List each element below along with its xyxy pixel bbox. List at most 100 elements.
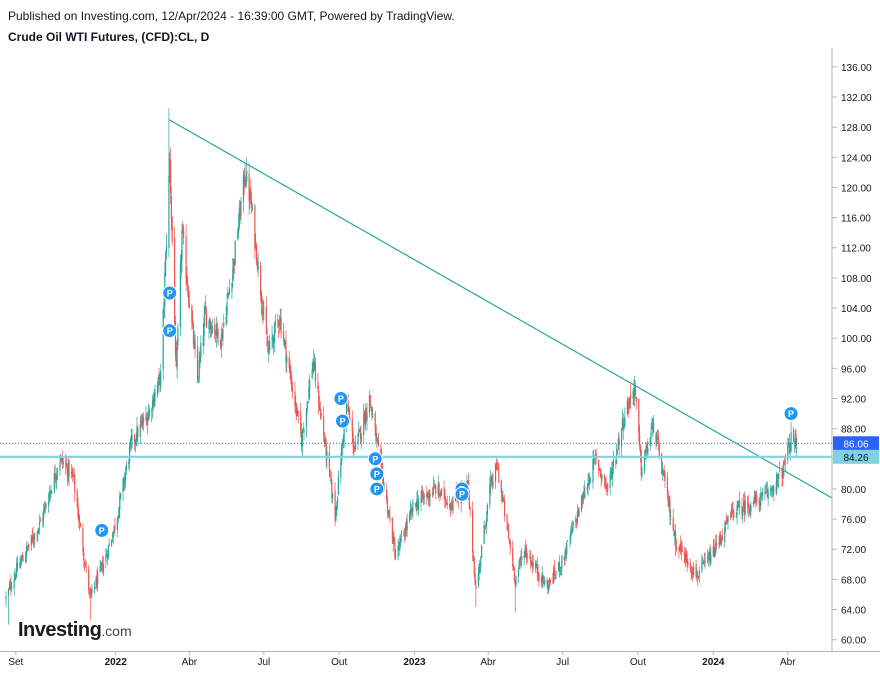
p-marker-label: P xyxy=(338,394,344,404)
candle-body xyxy=(696,575,698,577)
candle-body xyxy=(498,469,500,483)
candle-body xyxy=(789,449,791,453)
candle-body xyxy=(118,507,120,518)
candle-body xyxy=(259,264,262,296)
candle-body xyxy=(491,477,493,484)
candle-body xyxy=(280,316,282,334)
candle-body xyxy=(250,188,252,204)
candle-body xyxy=(778,473,780,480)
candle-body xyxy=(83,562,86,565)
candle-body xyxy=(20,557,23,563)
candle-body xyxy=(145,416,147,420)
candle-body xyxy=(428,496,430,501)
candle-body xyxy=(575,518,577,523)
candle-body xyxy=(661,470,664,473)
candle-body xyxy=(129,440,132,448)
y-tick-label: 92.00 xyxy=(841,394,866,405)
candle-body xyxy=(626,400,628,414)
candle-body xyxy=(34,533,36,540)
candle-body xyxy=(776,474,778,482)
candle-body xyxy=(372,416,374,418)
logo-suffix: .com xyxy=(101,623,132,639)
candle-body xyxy=(643,457,646,472)
y-tick-label: 76.00 xyxy=(841,515,866,526)
candle-body xyxy=(265,306,267,335)
candle-body xyxy=(570,529,572,538)
candle-body xyxy=(202,335,204,347)
candle-body xyxy=(422,491,424,498)
candle-body xyxy=(646,445,648,453)
candle-body xyxy=(621,428,623,447)
candle-body xyxy=(357,434,359,445)
candle-body xyxy=(219,339,222,346)
candle-body xyxy=(349,417,351,421)
candle-body xyxy=(519,559,521,562)
candle-body xyxy=(180,259,182,266)
candle-body xyxy=(421,491,423,497)
candle-body xyxy=(544,580,546,585)
candle-body xyxy=(526,557,529,559)
candle-body xyxy=(440,491,442,496)
candle-body xyxy=(114,524,116,530)
candle-body xyxy=(73,474,75,478)
candle-body xyxy=(318,405,321,411)
candle-body xyxy=(451,505,453,510)
candle-body xyxy=(495,465,497,467)
candle-body xyxy=(55,477,57,479)
candle-body xyxy=(237,234,239,239)
candle-body xyxy=(352,433,354,447)
candle-body xyxy=(68,460,70,477)
candle-body xyxy=(698,571,700,576)
candle-body xyxy=(426,493,428,498)
candle-body xyxy=(675,532,677,548)
candle-body xyxy=(323,416,325,437)
candle-body xyxy=(120,493,122,498)
candle-body xyxy=(403,535,405,537)
candle-body xyxy=(693,566,695,576)
candle-body xyxy=(783,460,785,477)
candle-body xyxy=(61,456,63,460)
candle-body xyxy=(715,543,718,546)
candle-body xyxy=(670,519,672,520)
candle-body xyxy=(630,394,632,399)
candle-body xyxy=(557,562,560,571)
candle-body xyxy=(480,557,482,568)
candle-body xyxy=(278,321,281,325)
candle-body xyxy=(223,322,225,327)
candle-body xyxy=(226,301,228,316)
candle-body xyxy=(165,245,168,255)
candle-body xyxy=(779,470,781,472)
logo-wordmark: Investing xyxy=(18,619,102,641)
candle-body xyxy=(649,437,651,446)
candle-body xyxy=(389,515,391,520)
candle-body xyxy=(437,484,439,495)
candle-body xyxy=(193,342,195,347)
candle-body xyxy=(668,500,670,507)
candle-body xyxy=(523,555,525,558)
candle-body xyxy=(238,207,240,227)
candle-body xyxy=(273,337,275,344)
candle-body xyxy=(25,546,28,556)
candle-body xyxy=(351,419,353,433)
candle-body xyxy=(507,524,509,530)
candle-body xyxy=(537,571,539,576)
last-price-badge xyxy=(833,436,879,451)
candle-body xyxy=(652,419,654,429)
candle-body xyxy=(330,479,332,481)
y-tick-label: 68.00 xyxy=(841,575,866,586)
candle-body xyxy=(770,488,772,493)
candle-body xyxy=(91,587,93,594)
candle-body xyxy=(77,504,79,517)
candle-body xyxy=(503,500,505,502)
candle-body xyxy=(366,412,368,421)
candle-body xyxy=(36,534,38,536)
candle-body xyxy=(377,439,379,443)
candle-body xyxy=(32,535,34,541)
candle-body xyxy=(765,491,768,493)
candle-body xyxy=(548,583,550,592)
candle-body xyxy=(686,554,688,564)
candle-body xyxy=(300,432,303,447)
candle-body xyxy=(267,347,269,352)
candle-body xyxy=(474,574,476,585)
